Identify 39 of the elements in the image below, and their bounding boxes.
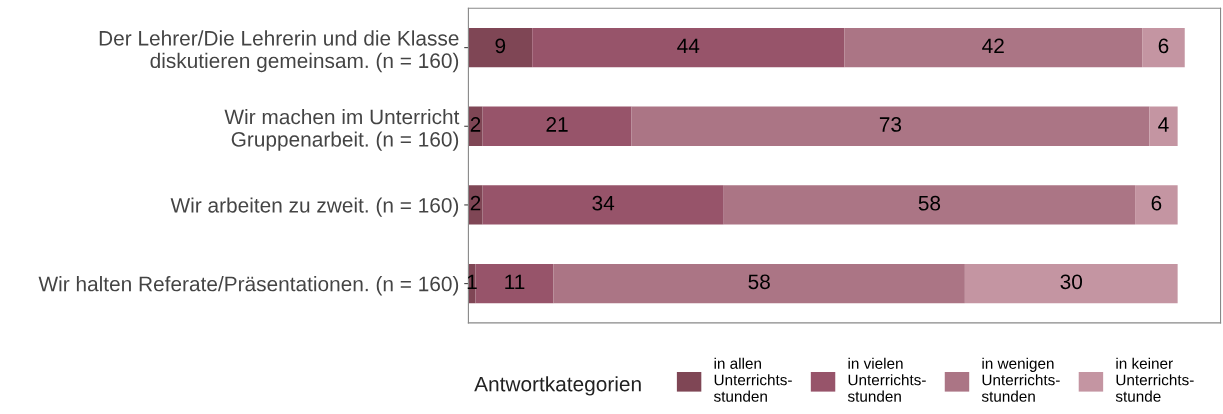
data-label: 1 bbox=[467, 274, 477, 289]
data-label: 2 bbox=[470, 117, 481, 132]
bar bbox=[1149, 106, 1178, 146]
data-label: 2 bbox=[470, 195, 481, 211]
legend-label: in allen Unterrichts- stunden bbox=[713, 357, 792, 402]
bar bbox=[482, 106, 632, 146]
data-label: 42 bbox=[982, 38, 1004, 53]
data-label: 6 bbox=[1158, 38, 1169, 54]
legend-title: Antwortkategorien bbox=[474, 376, 641, 396]
data-label: 11 bbox=[505, 274, 525, 289]
bar bbox=[631, 106, 1150, 146]
y-tick-label: Der Lehrer/Die Lehrerin und die Klasse diskutieren gemeinsam. (n = 160) bbox=[99, 30, 459, 73]
bar bbox=[844, 27, 1143, 68]
bar bbox=[532, 27, 845, 68]
data-label: 58 bbox=[748, 274, 770, 290]
data-label: 34 bbox=[592, 195, 615, 211]
legend-label: in keiner Unterrichts- stunde bbox=[1115, 357, 1194, 402]
legend-label: in vielen Unterrichts- stunden bbox=[847, 357, 926, 402]
data-label: 44 bbox=[677, 38, 700, 53]
bar bbox=[964, 263, 1178, 304]
data-label: 73 bbox=[879, 117, 902, 132]
bar bbox=[468, 27, 533, 68]
data-label: 58 bbox=[918, 195, 941, 211]
bar bbox=[468, 185, 483, 225]
bar bbox=[482, 185, 724, 225]
y-tick-label: Wir arbeiten zu zweit. (n = 160) bbox=[170, 197, 459, 217]
legend-label: in wenigen Unterrichts- stunden bbox=[981, 357, 1060, 402]
data-label: 30 bbox=[1060, 274, 1083, 290]
bar bbox=[723, 185, 1136, 225]
bar bbox=[553, 263, 965, 304]
y-tick-label: Wir machen im Unterricht Gruppenarbeit. (n = 160) bbox=[224, 109, 460, 151]
bar bbox=[1135, 185, 1178, 225]
data-label: 4 bbox=[1158, 117, 1169, 132]
y-tick-label: Wir halten Referate/Präsentationen. (n = 160) bbox=[38, 276, 459, 296]
data-label: 21 bbox=[546, 117, 568, 132]
data-label: 6 bbox=[1151, 195, 1162, 211]
bar bbox=[475, 263, 554, 304]
data-label: 9 bbox=[495, 38, 506, 54]
bar bbox=[1142, 27, 1185, 68]
